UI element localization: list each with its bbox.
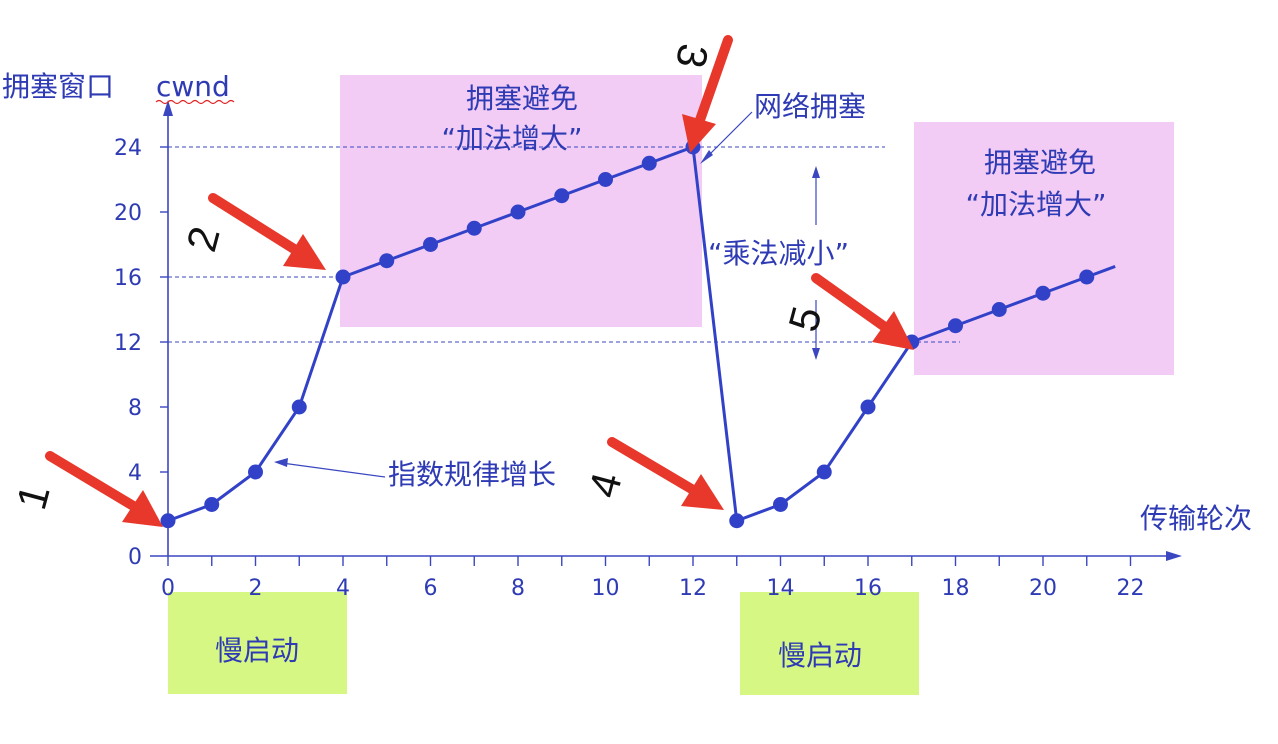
spellcheck-underline <box>155 99 235 105</box>
data-point <box>948 318 963 334</box>
decrease-span-arrow <box>812 166 820 360</box>
marker-2: 2 <box>177 222 228 257</box>
x-tick-label: 10 <box>592 576 620 601</box>
data-point <box>773 497 788 512</box>
data-point <box>466 220 482 236</box>
data-point <box>379 253 395 269</box>
y-tick-label: 8 <box>128 396 142 421</box>
y-axis-variable: cwnd <box>156 70 230 103</box>
slow-start-box-1 <box>168 592 347 694</box>
data-point <box>816 464 832 480</box>
data-point <box>554 188 570 204</box>
ca2-title: 拥塞避免 <box>984 146 1096 179</box>
y-tick-label: 16 <box>114 266 142 291</box>
x-tick-label: 16 <box>854 576 882 601</box>
axes <box>150 100 1182 561</box>
ca1-subtitle: “加法增大” <box>441 122 582 155</box>
marker-4: 4 <box>579 468 630 503</box>
pointer-lines <box>274 111 753 478</box>
marker-3: 3 <box>667 40 717 71</box>
y-axis-label: 拥塞窗口 <box>2 70 114 103</box>
congestion-label: 网络拥塞 <box>754 90 866 123</box>
y-tick-label: 12 <box>114 331 142 356</box>
data-point <box>291 399 307 415</box>
y-tick-label: 0 <box>128 545 142 570</box>
x-axis-ticks: 0 2 4 6 8 10 12 14 16 18 20 22 <box>161 556 1145 601</box>
data-point <box>1035 285 1051 301</box>
congestion-avoidance-band-1 <box>340 75 702 327</box>
ca2-subtitle: “加法增大” <box>965 188 1106 221</box>
exponential-growth-label: 指数规律增长 <box>388 458 556 491</box>
x-tick-label: 20 <box>1029 576 1057 601</box>
x-tick-label: 14 <box>767 576 795 601</box>
slow-start-box-2 <box>740 592 919 695</box>
data-point <box>860 399 876 415</box>
data-point <box>1079 269 1095 285</box>
data-point <box>598 172 613 187</box>
x-tick-label: 18 <box>942 576 970 601</box>
x-axis-label: 传输轮次 <box>1140 502 1252 535</box>
slow-start-label-2: 慢启动 <box>778 639 862 672</box>
x-tick-label: 6 <box>424 576 438 601</box>
y-tick-label: 24 <box>114 136 142 161</box>
data-point <box>160 513 176 529</box>
y-axis-ticks: 0 4 8 12 16 20 24 <box>114 136 168 570</box>
marker-5: 5 <box>779 302 830 337</box>
red-arrows <box>45 35 914 527</box>
data-point <box>510 204 526 220</box>
slow-start-label-1: 慢启动 <box>215 634 299 667</box>
y-tick-label: 20 <box>114 201 142 226</box>
x-tick-label: 22 <box>1117 576 1145 601</box>
data-point <box>423 237 438 252</box>
multiplicative-decrease-label: “乘法减小” <box>708 237 849 270</box>
data-point <box>335 269 351 285</box>
x-tick-label: 4 <box>336 576 350 601</box>
data-point <box>248 464 263 480</box>
x-tick-label: 12 <box>679 576 707 601</box>
marker-1: 1 <box>7 480 58 515</box>
cwnd-data-points <box>160 139 1095 529</box>
data-point <box>991 302 1007 317</box>
data-point <box>729 513 745 529</box>
x-tick-label: 8 <box>511 576 525 601</box>
ca1-title: 拥塞避免 <box>466 82 578 115</box>
x-tick-label: 2 <box>249 576 263 601</box>
x-tick-label: 0 <box>161 576 175 601</box>
data-point <box>204 497 220 512</box>
reference-lines <box>168 146 960 343</box>
y-tick-label: 4 <box>128 461 142 486</box>
data-point <box>641 155 657 171</box>
